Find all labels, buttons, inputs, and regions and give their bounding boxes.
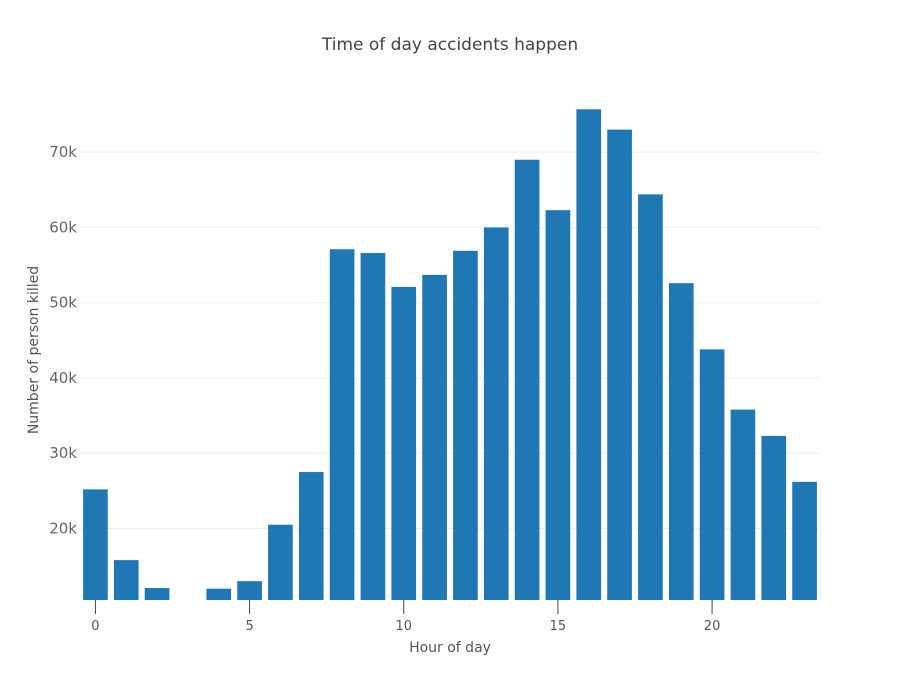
bar-hour-13	[483, 227, 509, 600]
bars-layer	[83, 109, 817, 600]
x-tick-label: 5	[245, 619, 253, 634]
y-tick-label: 30k	[49, 444, 77, 462]
bar-hour-2	[144, 587, 170, 600]
bar-hour-14	[514, 159, 540, 600]
chart-title: Time of day accidents happen	[321, 35, 578, 55]
y-axis-ticks: 20k 30k 40k 50k 60k 70k	[49, 143, 77, 537]
bar-hour-7	[298, 472, 324, 600]
bar-hour-6	[268, 524, 293, 600]
bar-hour-22	[761, 435, 787, 600]
bar-hour-11	[422, 274, 447, 600]
y-tick-label: 50k	[49, 294, 77, 312]
bar-hour-0	[83, 489, 108, 600]
bar-hour-17	[607, 129, 632, 600]
bar-hour-16	[576, 109, 602, 600]
bar-hour-15	[545, 210, 571, 600]
bar-hour-4	[206, 588, 232, 600]
bar-hour-9	[360, 253, 386, 600]
grid-lines	[80, 151, 820, 530]
y-tick-label: 70k	[49, 143, 77, 161]
x-axis-title: Hour of day	[409, 640, 491, 656]
bar-hour-10	[391, 286, 417, 600]
bar-hour-20	[699, 349, 725, 600]
y-tick-label: 40k	[49, 369, 77, 387]
x-axis: 0 5 10 15 20	[91, 600, 720, 634]
bar-hour-1	[113, 560, 139, 600]
x-tick-label: 15	[550, 619, 567, 634]
bar-hour-12	[453, 250, 478, 600]
x-tick-label: 0	[91, 619, 99, 634]
bar-hour-19	[668, 283, 694, 600]
bar-hour-21	[730, 409, 756, 600]
x-tick-label: 20	[704, 619, 721, 634]
bar-hour-18	[638, 194, 663, 600]
y-axis-title: Number of person killed	[26, 266, 42, 434]
x-tick-label: 10	[395, 619, 412, 634]
bar-hour-23	[792, 481, 817, 600]
bar-hour-8	[329, 249, 355, 600]
bar-hour-5	[237, 581, 262, 600]
y-tick-label: 60k	[49, 218, 77, 236]
y-tick-label: 20k	[49, 520, 77, 538]
